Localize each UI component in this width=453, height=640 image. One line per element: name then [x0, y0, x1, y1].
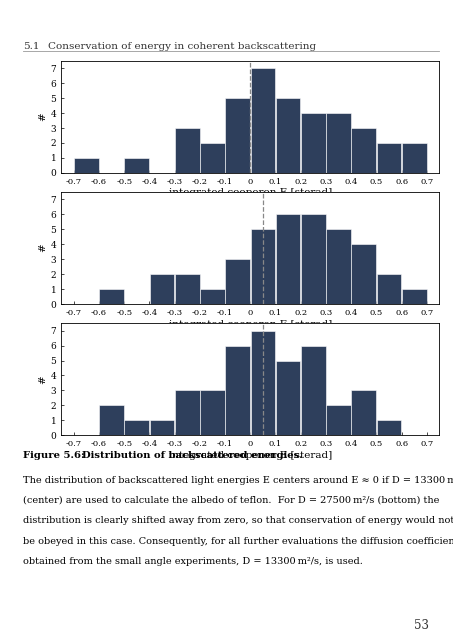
Text: obtained from the small angle experiments, D = 13300 m²/s, is used.: obtained from the small angle experiment… [23, 557, 362, 566]
Bar [251, 331, 275, 435]
Y-axis label: #: # [39, 113, 48, 121]
Text: be obeyed in this case. Consequently, for all further evaluations the diffusion : be obeyed in this case. Consequently, fo… [23, 537, 453, 546]
Bar [149, 274, 174, 304]
Bar [376, 143, 401, 173]
Bar [352, 390, 376, 435]
Text: Figure 5.6:: Figure 5.6: [23, 451, 84, 460]
Bar [225, 259, 250, 304]
Bar [402, 289, 427, 304]
Bar [251, 229, 275, 304]
X-axis label: integrated cooperon E [sterad]: integrated cooperon E [sterad] [169, 319, 332, 328]
Text: 5.1: 5.1 [23, 42, 39, 51]
Bar [200, 289, 225, 304]
Bar [326, 229, 351, 304]
Bar [175, 274, 200, 304]
Bar [276, 98, 300, 173]
Bar [326, 405, 351, 435]
Bar [352, 244, 376, 304]
Bar [376, 420, 401, 435]
Bar [402, 143, 427, 173]
Bar [301, 346, 326, 435]
Bar [225, 346, 250, 435]
Bar [99, 405, 124, 435]
Text: Distribution of backscattered energies.: Distribution of backscattered energies. [75, 451, 303, 460]
Bar [301, 214, 326, 304]
Bar [125, 420, 149, 435]
Bar [225, 98, 250, 173]
Text: Conservation of energy in coherent backscattering: Conservation of energy in coherent backs… [48, 42, 316, 51]
Bar [326, 113, 351, 173]
Bar [200, 390, 225, 435]
Text: (center) are used to calculate the albedo of teflon.  For D = 27500 m²/s (bottom: (center) are used to calculate the albed… [23, 496, 439, 505]
Y-axis label: #: # [39, 244, 48, 252]
Bar [276, 214, 300, 304]
Bar [301, 113, 326, 173]
X-axis label: integrated cooperon E [sterad]: integrated cooperon E [sterad] [169, 451, 332, 460]
Bar [175, 390, 200, 435]
Y-axis label: #: # [39, 375, 48, 383]
Text: distribution is clearly shifted away from zero, so that conservation of energy w: distribution is clearly shifted away fro… [23, 516, 453, 525]
Bar [74, 158, 99, 173]
Text: 53: 53 [414, 620, 429, 632]
Text: The distribution of backscattered light energies E centers around E ≈ 0 if D = 1: The distribution of backscattered light … [23, 476, 453, 484]
Bar [352, 128, 376, 173]
X-axis label: integrated cooperon E [sterad]: integrated cooperon E [sterad] [169, 188, 332, 197]
Bar [276, 360, 300, 435]
Bar [200, 143, 225, 173]
Bar [376, 274, 401, 304]
Bar [175, 128, 200, 173]
Bar [125, 158, 149, 173]
Bar [99, 289, 124, 304]
Bar [251, 68, 275, 173]
Bar [149, 420, 174, 435]
